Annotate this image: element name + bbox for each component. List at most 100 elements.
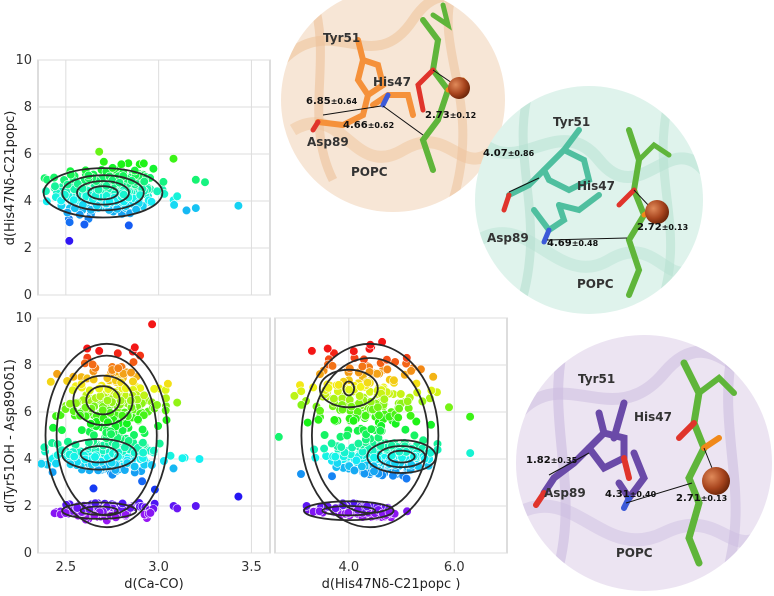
data-point — [363, 378, 373, 388]
y-tick-label: 10 — [15, 311, 32, 326]
data-point — [313, 415, 324, 425]
data-point — [168, 154, 179, 164]
data-point — [145, 508, 155, 518]
data-point — [356, 382, 366, 392]
data-point — [130, 462, 140, 472]
data-point — [57, 425, 67, 435]
data-point — [191, 203, 201, 213]
data-point — [393, 413, 403, 423]
density-contour — [342, 380, 356, 397]
distance-his-popc: 4.69±0.48 — [547, 238, 599, 249]
data-point — [163, 379, 173, 389]
x-axis-label: d(His47Nδ-C21popc ) — [322, 577, 461, 592]
data-point — [191, 175, 201, 185]
distance-ca-co: 2.73±0.12 — [425, 110, 476, 121]
data-point — [177, 453, 187, 463]
data-point — [39, 442, 50, 452]
calcium-ion — [448, 77, 470, 99]
data-point — [327, 438, 337, 449]
data-point — [64, 236, 74, 246]
label-popc: POPC — [351, 165, 388, 179]
data-point — [98, 405, 108, 415]
x-tick-label: 3.5 — [241, 560, 262, 575]
label-tyr: Tyr51 — [323, 31, 360, 45]
data-point — [194, 454, 205, 464]
data-point — [90, 452, 100, 462]
density-contour — [387, 449, 416, 464]
y-tick-label: 6 — [24, 147, 32, 162]
distance-ca-co: 2.71±0.13 — [676, 493, 727, 504]
label-tyr: Tyr51 — [553, 115, 590, 129]
data-point — [149, 384, 159, 394]
data-point — [94, 346, 104, 356]
structure-orange: Tyr51 His47 Asp89 POPC 6.85±0.64 4.66±0.… — [281, 0, 505, 212]
plot-area — [37, 317, 271, 554]
data-point — [373, 402, 383, 412]
data-point — [106, 429, 116, 439]
data-point — [375, 426, 385, 436]
data-point — [138, 438, 148, 448]
sticks — [533, 359, 737, 567]
y-axis-label: d(Tyr51OH - Asp89Oδ1) — [3, 359, 18, 513]
density-contours — [44, 342, 169, 529]
data-point — [342, 430, 352, 441]
data-point — [172, 398, 182, 408]
data-point — [428, 372, 438, 382]
data-point — [128, 376, 138, 387]
x-tick-label: 4.0 — [338, 560, 359, 575]
density-contour — [72, 374, 134, 426]
density-contour — [76, 180, 130, 206]
data-point — [152, 186, 162, 196]
data-point — [191, 501, 201, 511]
data-point — [327, 361, 338, 371]
data-point — [379, 394, 389, 404]
data-point — [126, 396, 136, 406]
label-popc: POPC — [616, 546, 653, 560]
panel-top-left: 0 2 4 6 8 10 d(His47Nδ-C21popc) — [3, 53, 271, 303]
density-contour — [42, 167, 164, 219]
density-contour — [321, 505, 377, 517]
density-contour — [318, 368, 379, 409]
density-contours — [42, 167, 164, 219]
protein-ribbons — [475, 88, 703, 312]
density-contour — [61, 438, 138, 471]
data-point — [69, 452, 79, 462]
data-point — [87, 359, 98, 370]
data-point — [172, 503, 182, 514]
data-point — [116, 159, 126, 169]
distance-his-popc: 4.31±0.40 — [605, 489, 657, 500]
y-tick-label: 4 — [24, 194, 32, 209]
label-asp: Asp89 — [487, 231, 529, 245]
data-point — [319, 444, 329, 454]
data-point — [320, 430, 330, 440]
label-tyr: Tyr51 — [578, 372, 615, 386]
density-contour — [61, 174, 145, 212]
data-point — [353, 439, 364, 449]
y-tick-label: 8 — [24, 100, 32, 115]
y-axis-label: d(His47Nδ-C21popc) — [3, 111, 18, 246]
data-point — [296, 469, 306, 479]
data-point — [348, 416, 359, 426]
data-point — [372, 369, 382, 379]
panel-bottom-left: 0 2 4 6 8 10 2.5 3.0 3.5 d(Tyr51OH - Asp89Oδ1) d… — [3, 311, 271, 592]
label-asp: Asp89 — [544, 486, 586, 500]
y-tick-label: 10 — [15, 53, 32, 68]
y-tick-label: 2 — [24, 241, 32, 256]
data-point — [329, 394, 339, 404]
data-point — [77, 425, 87, 435]
label-his: His47 — [577, 179, 615, 193]
grid — [38, 59, 270, 296]
x-tick-label: 6.0 — [444, 560, 465, 575]
data-point — [79, 219, 89, 230]
data-point — [181, 205, 192, 215]
data-point — [38, 459, 46, 469]
data-point — [99, 157, 109, 167]
data-point — [351, 455, 361, 466]
data-point — [233, 201, 243, 211]
data-point — [124, 220, 134, 230]
data-point — [360, 411, 371, 421]
density-contour — [55, 354, 158, 517]
x-axis-label: d(Ca-CO) — [124, 577, 183, 592]
calcium-ion — [702, 467, 730, 495]
